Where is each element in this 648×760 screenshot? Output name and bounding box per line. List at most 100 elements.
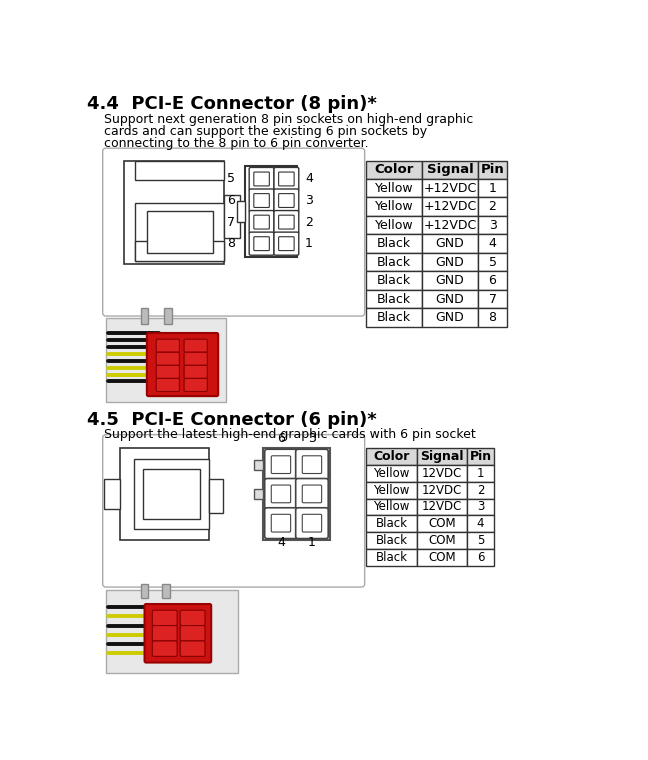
Bar [366,198,422,216]
Text: Yellow: Yellow [373,483,410,496]
Text: 7: 7 [227,216,235,229]
Text: 12VDC: 12VDC [422,501,462,514]
Text: 12VDC: 12VDC [422,483,462,496]
Bar [106,318,226,402]
Text: 5: 5 [477,534,484,547]
Text: Yellow: Yellow [375,219,413,232]
Bar [163,584,170,598]
FancyBboxPatch shape [249,167,274,191]
Bar [478,160,507,179]
Bar [366,160,422,179]
Bar [422,216,478,234]
Text: Color: Color [375,163,414,176]
Bar [478,179,507,198]
Text: 6: 6 [477,551,484,565]
Bar [422,309,478,327]
Bar [120,448,209,540]
Text: 5: 5 [489,255,496,268]
FancyBboxPatch shape [274,211,299,233]
Text: 1: 1 [305,237,313,250]
Bar [147,211,213,253]
FancyBboxPatch shape [184,378,207,391]
Bar [366,309,422,327]
FancyBboxPatch shape [279,172,294,186]
Bar [366,290,422,309]
FancyBboxPatch shape [302,515,321,532]
Bar [366,179,422,198]
FancyBboxPatch shape [295,508,329,539]
FancyBboxPatch shape [249,189,274,212]
FancyBboxPatch shape [184,366,207,378]
Bar [417,448,467,464]
Bar [135,242,224,261]
Text: Color: Color [373,450,410,463]
Text: 4: 4 [277,537,285,549]
Bar [366,482,417,499]
Bar [254,489,263,499]
Text: Pin: Pin [469,450,492,463]
Text: 4.4  PCI-E Connector (8 pin)*: 4.4 PCI-E Connector (8 pin)* [87,95,377,113]
Bar [141,309,148,324]
Text: GND: GND [435,311,464,324]
FancyBboxPatch shape [184,339,207,352]
FancyBboxPatch shape [264,508,297,539]
Bar [366,499,417,515]
Text: connecting to the 8 pin to 6 pin converter.: connecting to the 8 pin to 6 pin convert… [104,138,369,150]
FancyBboxPatch shape [102,435,365,587]
Bar [417,499,467,515]
Text: 4: 4 [305,173,313,185]
Bar [422,290,478,309]
Bar [366,234,422,253]
Bar [237,201,244,222]
FancyBboxPatch shape [254,172,270,186]
Bar [478,271,507,290]
FancyBboxPatch shape [254,215,270,229]
FancyBboxPatch shape [279,236,294,251]
FancyBboxPatch shape [156,352,179,366]
Bar [106,591,238,673]
Bar [366,533,417,549]
Bar [467,549,494,566]
FancyBboxPatch shape [156,378,179,391]
FancyBboxPatch shape [295,449,329,480]
Text: Black: Black [377,311,411,324]
FancyBboxPatch shape [272,485,291,503]
Text: Black: Black [377,293,411,306]
Bar [478,216,507,234]
FancyBboxPatch shape [152,610,177,625]
Text: Black: Black [375,518,408,530]
Bar [366,216,422,234]
Text: 3: 3 [489,219,496,232]
Bar [478,198,507,216]
FancyBboxPatch shape [302,456,321,473]
Bar [467,499,494,515]
Text: +12VDC: +12VDC [423,182,476,195]
FancyBboxPatch shape [254,236,270,251]
Bar [366,464,417,482]
FancyBboxPatch shape [184,352,207,366]
Bar [164,309,172,324]
FancyBboxPatch shape [156,339,179,352]
FancyBboxPatch shape [180,625,205,641]
Bar [417,533,467,549]
Text: Support the latest high-end graphic cards with 6 pin socket: Support the latest high-end graphic card… [104,428,476,441]
Text: cards and can support the existing 6 pin sockets by: cards and can support the existing 6 pin… [104,125,428,138]
Bar [422,179,478,198]
Bar [209,479,223,513]
Text: 2: 2 [477,483,484,496]
Bar [224,195,240,238]
Bar [467,448,494,464]
Bar [143,468,200,519]
Bar [133,459,209,528]
Text: 1: 1 [477,467,484,480]
Bar [366,253,422,271]
Bar [422,234,478,253]
Bar [135,160,224,180]
Bar [104,479,120,509]
Bar [417,464,467,482]
Bar [135,203,224,261]
Bar [478,309,507,327]
Bar [467,482,494,499]
FancyBboxPatch shape [279,215,294,229]
FancyBboxPatch shape [274,167,299,191]
